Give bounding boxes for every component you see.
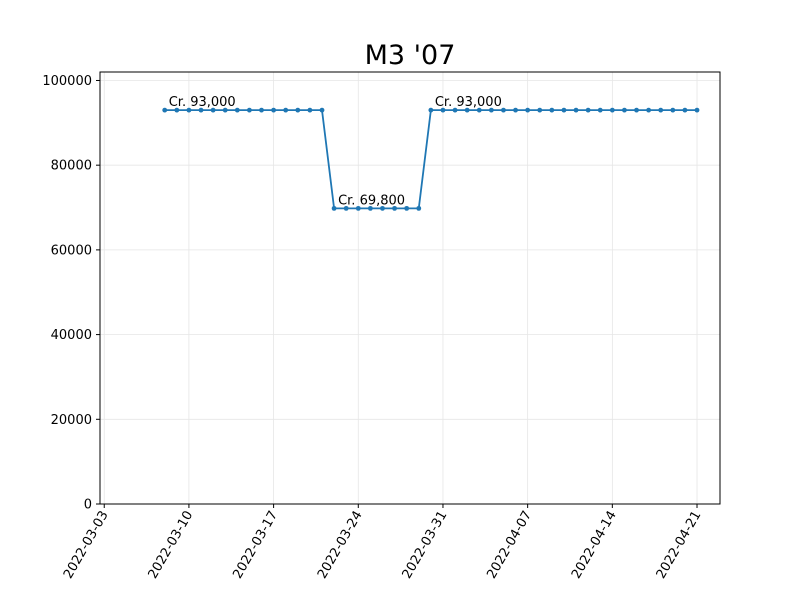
x-tick-label: 2022-03-31 [400,508,451,581]
data-point [670,107,676,113]
y-tick-label: 0 [84,498,92,513]
data-point [658,107,664,113]
data-point [404,205,410,211]
plot-frame [99,71,721,505]
data-point [367,205,373,211]
data-point [259,107,264,113]
data-point [198,107,204,113]
data-point [295,107,301,113]
x-tick-label: 2022-03-24 [315,509,366,582]
data-point [283,107,289,113]
x-tick-label: 2022-04-07 [484,509,535,582]
x-tick-label: 2022-04-21 [654,509,705,582]
data-point [186,107,192,113]
y-tick-label: 100000 [42,74,92,89]
data-point [585,107,591,113]
data-point [343,205,349,211]
data-point [622,107,627,113]
data-point [561,107,567,113]
data-point [488,107,494,113]
data-point [513,107,518,113]
grid-lines [100,72,720,505]
y-tick-label: 60000 [51,243,92,258]
data-point [247,107,252,113]
data-point [440,107,446,113]
data-point [392,205,397,211]
price-annotation: Cr. 93,000 [169,95,236,110]
data-point [609,107,615,113]
x-tick-label: 2022-03-03 [61,509,112,582]
data-point [234,107,240,113]
chart-title: M3 '07 [365,40,456,71]
data-point [380,205,385,211]
y-tick-label: 80000 [51,159,92,174]
price-annotation: Cr. 93,000 [435,95,502,110]
x-tick-label: 2022-04-14 [569,509,620,582]
x-tick-label: 2022-03-17 [230,509,281,582]
data-point [597,107,603,113]
annotations-layer: Cr. 93,000 Cr. 69,800 Cr. 93,000 [169,95,502,208]
price-annotation: Cr. 69,800 [338,193,405,208]
data-point [682,107,688,113]
data-point [476,107,482,113]
data-point [428,107,434,113]
data-point [549,107,555,113]
data-point [694,107,700,113]
data-point [416,205,422,211]
price-line [164,109,698,210]
data-point [501,107,506,113]
data-point [174,107,180,113]
data-point [222,107,228,113]
data-point [452,107,458,113]
data-point [646,107,652,113]
data-point [210,107,216,113]
data-point [573,107,579,113]
x-tick-label: 2022-03-10 [146,509,197,582]
data-point [525,107,531,113]
data-point [271,107,276,113]
data-point [355,205,361,211]
data-point [331,205,337,211]
data-point [537,107,543,113]
y-axis-ticks: 0 20000 40000 60000 80000 100000 [42,74,100,513]
data-point [319,107,325,113]
x-axis-ticks: 2022-03-03 2022-03-10 2022-03-17 2022-03-24… [61,504,705,582]
data-point [162,107,168,113]
y-tick-label: 20000 [51,413,92,428]
y-tick-label: 40000 [51,328,92,343]
data-point [634,107,639,113]
data-point [464,107,470,113]
data-point [307,107,313,113]
series-layer [162,107,700,211]
